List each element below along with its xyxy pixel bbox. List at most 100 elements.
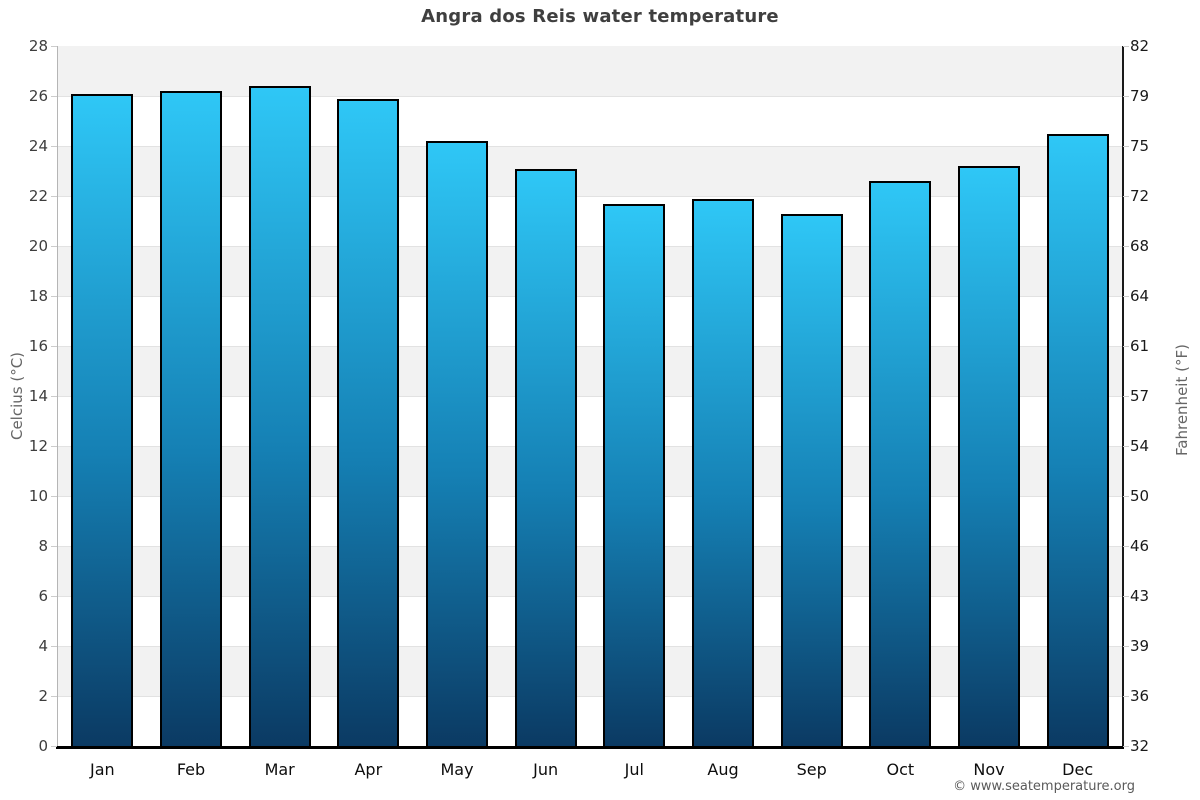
bar-jan (71, 93, 134, 746)
gridline (58, 445, 1122, 447)
fahrenheit-tick-label: 43 (1130, 587, 1150, 605)
fahrenheit-tick-label: 54 (1130, 437, 1150, 455)
tick-mark (1123, 246, 1129, 247)
fahrenheit-axis-title: Fahrenheit (°F) (1173, 344, 1191, 456)
celsius-tick-label: 6 (38, 587, 48, 605)
celsius-tick-label: 26 (28, 87, 48, 105)
month-label-mar: Mar (264, 760, 295, 779)
celsius-tick-label: 22 (28, 187, 48, 205)
tick-mark (51, 196, 57, 197)
fahrenheit-tick-label: 64 (1130, 287, 1150, 305)
grid-band (58, 446, 1122, 496)
celsius-tick-label: 10 (28, 487, 48, 505)
month-label-nov: Nov (973, 760, 1005, 779)
fahrenheit-tick-label: 39 (1130, 637, 1150, 655)
fahrenheit-tick-label: 61 (1130, 337, 1150, 355)
gridline (58, 595, 1122, 597)
fahrenheit-tick-label: 50 (1130, 487, 1150, 505)
month-label-apr: Apr (354, 760, 383, 779)
celsius-tick-label: 12 (28, 437, 48, 455)
gridline (58, 645, 1122, 647)
grid-band (58, 296, 1122, 346)
grid-band (58, 46, 1122, 96)
tick-mark (1123, 46, 1129, 47)
grid-band (58, 596, 1122, 646)
tick-mark (51, 696, 57, 697)
fahrenheit-tick-label: 32 (1130, 737, 1150, 755)
tick-mark (51, 296, 57, 297)
tick-mark (1123, 146, 1129, 147)
fahrenheit-tick-label: 68 (1130, 237, 1150, 255)
month-label-aug: Aug (707, 760, 739, 779)
gridline (58, 95, 1122, 97)
gridline (58, 245, 1122, 247)
tick-mark (1123, 696, 1129, 697)
bar-dec (1046, 133, 1109, 746)
bar-mar (248, 86, 311, 746)
month-label-dec: Dec (1062, 760, 1094, 779)
gridline (58, 195, 1122, 197)
tick-mark (51, 496, 57, 497)
tick-mark (51, 746, 57, 747)
bar-may (426, 141, 488, 746)
tick-mark (1123, 296, 1129, 297)
month-label-jul: Jul (624, 760, 644, 779)
tick-mark (1123, 496, 1129, 497)
bottom-axis-line (56, 746, 1124, 749)
tick-mark (51, 146, 57, 147)
fahrenheit-tick-label: 57 (1130, 387, 1150, 405)
celsius-tick-label: 24 (28, 137, 48, 155)
gridline (58, 545, 1122, 547)
celsius-tick-label: 28 (28, 37, 48, 55)
month-label-sep: Sep (796, 760, 827, 779)
celsius-tick-label: 8 (38, 537, 48, 555)
gridline (58, 495, 1122, 497)
grid-band (58, 546, 1122, 596)
grid-band (58, 396, 1122, 446)
gridline (58, 345, 1122, 347)
gridline (58, 295, 1122, 297)
grid-band (58, 246, 1122, 296)
bar-nov (958, 166, 1020, 746)
fahrenheit-tick-label: 72 (1130, 187, 1150, 205)
tick-mark (51, 46, 57, 47)
tick-mark (51, 446, 57, 447)
tick-mark (1123, 96, 1129, 97)
grid-band (58, 496, 1122, 546)
tick-mark (51, 396, 57, 397)
fahrenheit-tick-label: 36 (1130, 687, 1150, 705)
fahrenheit-tick-label: 46 (1130, 537, 1150, 555)
tick-mark (1123, 546, 1129, 547)
celsius-tick-label: 16 (28, 337, 48, 355)
tick-mark (1123, 396, 1129, 397)
tick-mark (51, 346, 57, 347)
tick-mark (1123, 196, 1129, 197)
bar-oct (869, 181, 932, 746)
tick-mark (1123, 746, 1129, 747)
tick-mark (51, 96, 57, 97)
gridline (58, 695, 1122, 697)
bar-jul (603, 203, 666, 746)
chart-title: Angra dos Reis water temperature (421, 6, 779, 27)
gridline (58, 395, 1122, 397)
bar-jun (514, 168, 577, 746)
month-label-feb: Feb (176, 760, 206, 779)
tick-mark (1123, 446, 1129, 447)
fahrenheit-tick-label: 82 (1130, 37, 1150, 55)
grid-band (58, 646, 1122, 696)
tick-mark (1123, 596, 1129, 597)
tick-mark (51, 646, 57, 647)
celsius-tick-label: 20 (28, 237, 48, 255)
left-axis-line (57, 46, 58, 746)
bar-aug (692, 198, 754, 746)
attribution-text: © www.seatemperature.org (953, 779, 1135, 794)
celsius-tick-label: 2 (38, 687, 48, 705)
grid-band (58, 196, 1122, 246)
grid-band (58, 96, 1122, 146)
month-label-oct: Oct (886, 760, 915, 779)
bar-apr (337, 98, 400, 746)
celsius-tick-label: 4 (38, 637, 48, 655)
bar-sep (780, 213, 843, 746)
tick-mark (51, 246, 57, 247)
